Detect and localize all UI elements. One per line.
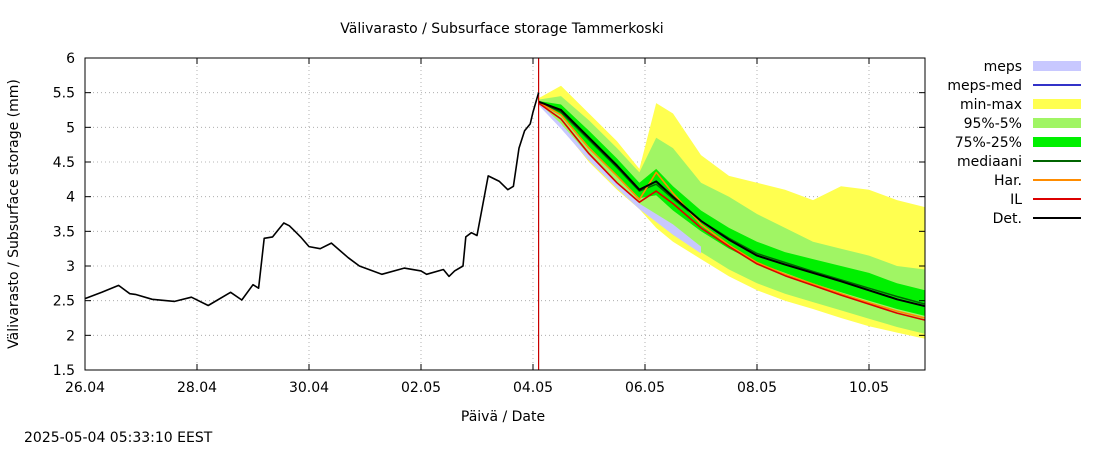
- x-tick-label: 10.05: [849, 380, 889, 396]
- x-tick-label: 30.04: [289, 380, 329, 396]
- x-axis-label: Päivä / Date: [461, 409, 545, 425]
- legend-label-mediaani: mediaani: [957, 154, 1022, 170]
- timestamp: 2025-05-04 05:33:10 EEST: [24, 430, 213, 446]
- meps-band: [538, 102, 701, 254]
- y-tick-label: 1.5: [53, 363, 75, 379]
- legend-label-meps_med: meps-med: [947, 78, 1022, 94]
- x-tick-label: 08.05: [737, 380, 777, 396]
- legend-label-il: IL: [1010, 192, 1022, 208]
- x-tick-label: 06.05: [625, 380, 665, 396]
- forecast-bands: [538, 85, 925, 339]
- y-tick-label: 5: [66, 120, 75, 136]
- legend-swatch-p75_25: [1033, 137, 1081, 147]
- y-tick-label: 3.5: [53, 224, 75, 240]
- legend-label-har: Har.: [994, 173, 1022, 189]
- y-tick-label: 6: [66, 51, 75, 67]
- legend-label-p95_5: 95%-5%: [964, 116, 1022, 132]
- legend-swatch-minmax: [1033, 99, 1081, 109]
- har-line: [538, 101, 926, 319]
- x-tick-label: 26.04: [65, 380, 105, 396]
- observed-series: [84, 92, 540, 307]
- legend-label-p75_25: 75%-25%: [955, 135, 1022, 151]
- det-line: [538, 100, 926, 308]
- y-tick-label: 4: [66, 190, 75, 206]
- plot-frame: [84, 57, 926, 371]
- p75-25-band: [538, 101, 925, 316]
- y-tick-label: 5.5: [53, 86, 75, 102]
- y-axis-ticks: 1.5 2 2.5 3 3.5 4 4.5 5 5.5 6: [53, 51, 925, 379]
- legend-swatch-meps: [1033, 61, 1081, 71]
- x-tick-label: 02.05: [401, 380, 441, 396]
- x-tick-label: 04.05: [513, 380, 553, 396]
- y-tick-label: 3: [66, 259, 75, 275]
- y-tick-label: 2: [66, 328, 75, 344]
- x-tick-label: 28.04: [177, 380, 217, 396]
- observed-line: [84, 92, 540, 307]
- y-tick-label: 4.5: [53, 155, 75, 171]
- legend: meps meps-med min-max 95%-5% 75%-25% mediaani…: [947, 59, 1081, 227]
- y-tick-label: 2.5: [53, 294, 75, 310]
- y-axis-label: Välivarasto / Subsurface storage (mm): [6, 79, 22, 349]
- legend-swatch-p95_5: [1033, 118, 1081, 128]
- legend-label-minmax: min-max: [960, 97, 1022, 113]
- forecast-lines: [537, 58, 926, 370]
- x-axis-ticks: 26.04 28.04 30.04 02.05 04.05 06.05 08.05 10.05: [65, 58, 889, 396]
- chart-title: Välivarasto / Subsurface storage Tammerk…: [340, 21, 663, 37]
- legend-label-meps: meps: [984, 59, 1022, 75]
- legend-label-det: Det.: [993, 211, 1022, 227]
- il-line: [538, 102, 926, 321]
